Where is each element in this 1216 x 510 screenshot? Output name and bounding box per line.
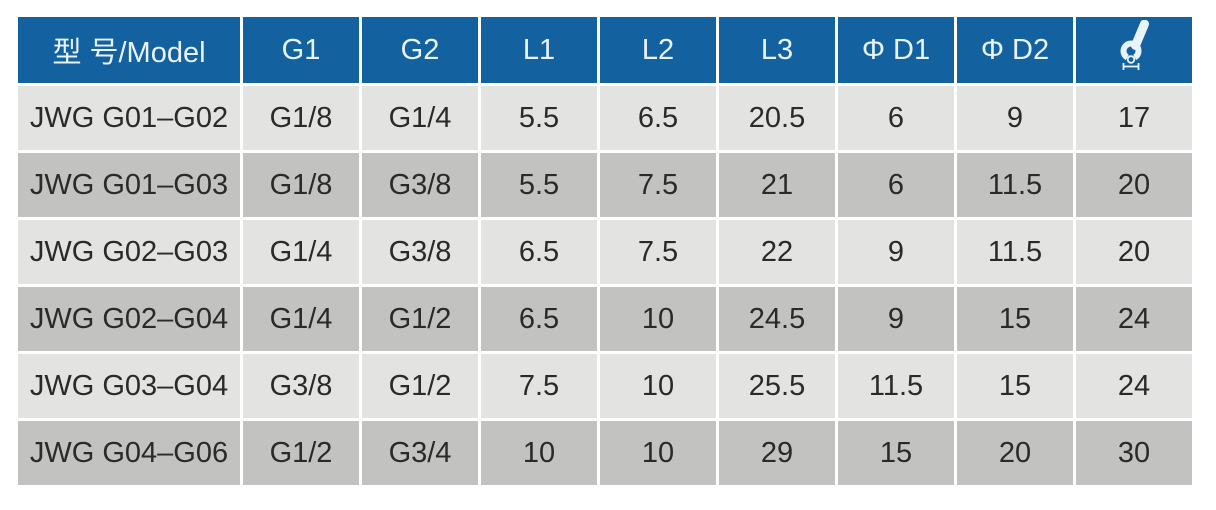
cell-l2: 10 [600, 287, 716, 351]
cell-g1: G1/8 [243, 86, 359, 150]
table-row: JWG G01–G02 G1/8 G1/4 5.5 6.5 20.5 6 9 17 [18, 86, 1192, 150]
cell-d1: 6 [838, 153, 954, 217]
cell-wrench-size: 20 [1076, 220, 1192, 284]
cell-g2: G1/2 [362, 287, 478, 351]
spec-table: 型 号/Model G1 G2 L1 L2 L3 Φ D1 Φ D2 [15, 14, 1195, 488]
cell-l1: 5.5 [481, 86, 597, 150]
wrench-size-icon [1114, 19, 1154, 72]
header-row: 型 号/Model G1 G2 L1 L2 L3 Φ D1 Φ D2 [18, 17, 1192, 83]
cell-d1: 6 [838, 86, 954, 150]
header-l1: L1 [481, 17, 597, 83]
cell-l1: 7.5 [481, 354, 597, 418]
header-g1: G1 [243, 17, 359, 83]
cell-l1: 10 [481, 421, 597, 485]
cell-d2: 20 [957, 421, 1073, 485]
cell-d1: 15 [838, 421, 954, 485]
cell-l3: 21 [719, 153, 835, 217]
cell-g1: G1/8 [243, 153, 359, 217]
cell-l2: 7.5 [600, 220, 716, 284]
cell-model: JWG G01–G02 [18, 86, 240, 150]
cell-d1: 9 [838, 287, 954, 351]
cell-d2: 11.5 [957, 153, 1073, 217]
cell-d2: 9 [957, 86, 1073, 150]
cell-g1: G1/4 [243, 220, 359, 284]
table-row: JWG G04–G06 G1/2 G3/4 10 10 29 15 20 30 [18, 421, 1192, 485]
cell-g1: G1/2 [243, 421, 359, 485]
cell-wrench-size: 17 [1076, 86, 1192, 150]
cell-l3: 25.5 [719, 354, 835, 418]
cell-d2: 15 [957, 354, 1073, 418]
table-row: JWG G01–G03 G1/8 G3/8 5.5 7.5 21 6 11.5 20 [18, 153, 1192, 217]
header-l2: L2 [600, 17, 716, 83]
cell-g1: G3/8 [243, 354, 359, 418]
cell-g2: G3/8 [362, 153, 478, 217]
cell-g2: G3/4 [362, 421, 478, 485]
cell-d2: 15 [957, 287, 1073, 351]
cell-d1: 11.5 [838, 354, 954, 418]
cell-l3: 29 [719, 421, 835, 485]
cell-g2: G1/4 [362, 86, 478, 150]
cell-l3: 24.5 [719, 287, 835, 351]
cell-l2: 10 [600, 421, 716, 485]
cell-g2: G3/8 [362, 220, 478, 284]
cell-l2: 7.5 [600, 153, 716, 217]
cell-wrench-size: 24 [1076, 287, 1192, 351]
cell-model: JWG G01–G03 [18, 153, 240, 217]
table-row: JWG G03–G04 G3/8 G1/2 7.5 10 25.5 11.5 15 24 [18, 354, 1192, 418]
cell-d2: 11.5 [957, 220, 1073, 284]
cell-model: JWG G04–G06 [18, 421, 240, 485]
cell-wrench-size: 30 [1076, 421, 1192, 485]
cell-g1: G1/4 [243, 287, 359, 351]
cell-l1: 6.5 [481, 220, 597, 284]
cell-l1: 6.5 [481, 287, 597, 351]
cell-l1: 5.5 [481, 153, 597, 217]
cell-l2: 6.5 [600, 86, 716, 150]
header-l3: L3 [719, 17, 835, 83]
header-d2: Φ D2 [957, 17, 1073, 83]
header-g2: G2 [362, 17, 478, 83]
cell-wrench-size: 20 [1076, 153, 1192, 217]
header-model: 型 号/Model [18, 17, 240, 83]
header-d1: Φ D1 [838, 17, 954, 83]
table-row: JWG G02–G03 G1/4 G3/8 6.5 7.5 22 9 11.5 20 [18, 220, 1192, 284]
cell-model: JWG G02–G03 [18, 220, 240, 284]
cell-g2: G1/2 [362, 354, 478, 418]
cell-wrench-size: 24 [1076, 354, 1192, 418]
table-body: JWG G01–G02 G1/8 G1/4 5.5 6.5 20.5 6 9 17 JWG G01… [18, 86, 1192, 485]
cell-l3: 20.5 [719, 86, 835, 150]
table-row: JWG G02–G04 G1/4 G1/2 6.5 10 24.5 9 15 24 [18, 287, 1192, 351]
header-wrench-size [1076, 17, 1192, 83]
cell-model: JWG G03–G04 [18, 354, 240, 418]
cell-d1: 9 [838, 220, 954, 284]
cell-model: JWG G02–G04 [18, 287, 240, 351]
cell-l3: 22 [719, 220, 835, 284]
cell-l2: 10 [600, 354, 716, 418]
